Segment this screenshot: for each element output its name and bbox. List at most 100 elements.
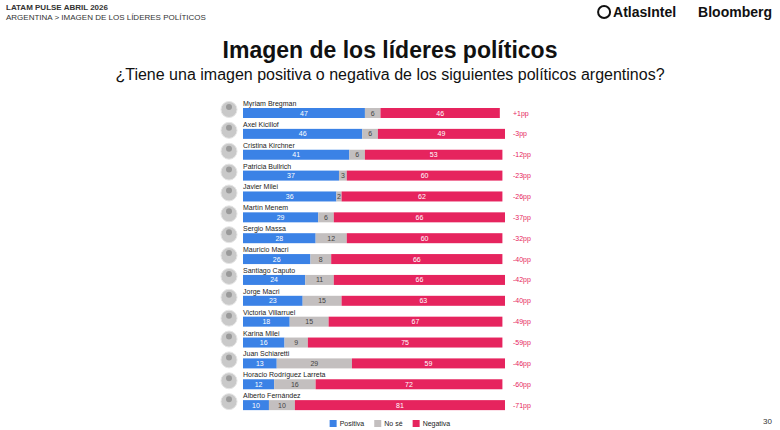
legend-label: Positiva [340,420,365,427]
bar-segment [349,150,365,160]
data-label: 53 [430,151,438,158]
subtitle: ¿Tiene una imagen positiva o negativa de… [115,66,664,83]
legend-label: Negativa [423,420,451,428]
data-label: 15 [318,297,326,304]
data-label: 49 [438,130,446,137]
bar-segment [243,296,303,306]
data-label: 36 [286,193,294,200]
avatar [221,143,237,159]
bar-segment [318,212,334,222]
legend-item: Negativa [413,420,451,428]
data-label: 72 [405,381,413,388]
bar-segment [336,191,341,201]
data-label: 6 [324,214,328,221]
difference-label: -32pp [513,235,531,243]
category-label: Mauricio Macri [243,246,289,253]
legend: Positiva No sé Negativa [330,420,451,428]
category-label: Patricia Bullrich [243,163,291,170]
data-label: 29 [277,214,285,221]
avatar [221,227,237,243]
bar-segment [243,358,277,368]
data-label: 16 [260,339,268,346]
avatar [221,248,237,264]
category-label: Santiago Caputo [243,267,295,275]
difference-label: -37pp [513,214,531,222]
bar-segment [243,171,339,181]
legend-swatch [413,420,420,427]
data-label: 67 [412,318,420,325]
bar-segment [243,150,349,160]
bar-segment [243,275,305,285]
bar-segment [243,191,336,201]
category-label: Sergio Massa [243,225,286,233]
difference-label: -46pp [513,360,531,368]
bar-segment [243,400,269,410]
data-labels: 4746413736292826242318161312106663261281… [252,110,445,409]
data-label: 46 [299,130,307,137]
bar-segment [347,171,503,181]
data-label: 62 [418,193,426,200]
avatar-head [226,167,232,173]
category-label: Axel Kicillof [243,121,279,128]
bar-segment [316,379,503,389]
data-label: 6 [355,151,359,158]
data-label: 16 [291,381,299,388]
bar-segment [329,317,503,327]
data-label: 6 [371,110,375,117]
difference-label: -3pp [513,130,527,138]
data-label: 10 [252,402,260,409]
category-label: Javier Milei [243,183,278,190]
category-label: Juan Schiaretti [243,350,290,357]
bar-segment [277,358,352,368]
data-label: 81 [396,402,404,409]
bar-segment [352,358,505,368]
avatar [221,394,237,410]
data-label: 13 [256,360,264,367]
bars [243,108,505,410]
avatar [221,185,237,201]
bar-segment [342,191,503,201]
chart-root: LATAM PULSE ABRIL 2026ARGENTINA > IMAGEN… [0,0,780,430]
avatar-head [226,104,232,110]
bar-segment [378,129,505,139]
avatar-head [226,250,232,256]
header-line: ARGENTINA > IMAGEN DE LOS LÍDERES POLÍTI… [6,13,206,22]
difference-label: -40pp [513,256,531,264]
data-label: 66 [415,214,423,221]
data-label: 60 [421,235,429,242]
category-label: Jorge Macri [243,288,280,296]
avatar [221,102,237,118]
bar-segment [334,275,505,285]
title: Imagen de los líderes políticos [223,37,558,63]
header-line: LATAM PULSE ABRIL 2026 [6,3,108,12]
difference-label: -26pp [513,193,531,201]
data-label: 24 [270,276,278,283]
differences: +1pp-3pp-12pp-23pp-26pp-37pp-32pp-40pp-4… [513,110,531,410]
data-label: 3 [341,172,345,179]
data-label: 11 [316,276,323,283]
bar-segment [303,296,342,306]
bar-segment [347,233,503,243]
logo: AtlasIntel [613,4,676,20]
avatar-head [226,229,232,235]
bar-segment [274,379,316,389]
bar-segment [295,400,505,410]
bar-segment [243,379,274,389]
bar-segment [243,108,365,118]
legend-item: Positiva [330,420,365,427]
data-label: 9 [294,339,298,346]
avatar-head [226,187,232,193]
category-labels: Myriam BregmanAxel KicillofCristina Kirc… [221,100,326,410]
data-label: 41 [292,151,300,158]
bar-segment [243,317,290,327]
difference-label: -23pp [513,172,531,180]
difference-label: -12pp [513,151,531,159]
data-label: 66 [415,276,423,283]
avatar-head [226,125,232,131]
avatar [221,289,237,305]
legend-item: No sé [374,420,402,427]
header: LATAM PULSE ABRIL 2026ARGENTINA > IMAGEN… [6,3,206,22]
avatar [221,206,237,222]
bar-segment [269,400,295,410]
avatar-head [226,354,232,360]
